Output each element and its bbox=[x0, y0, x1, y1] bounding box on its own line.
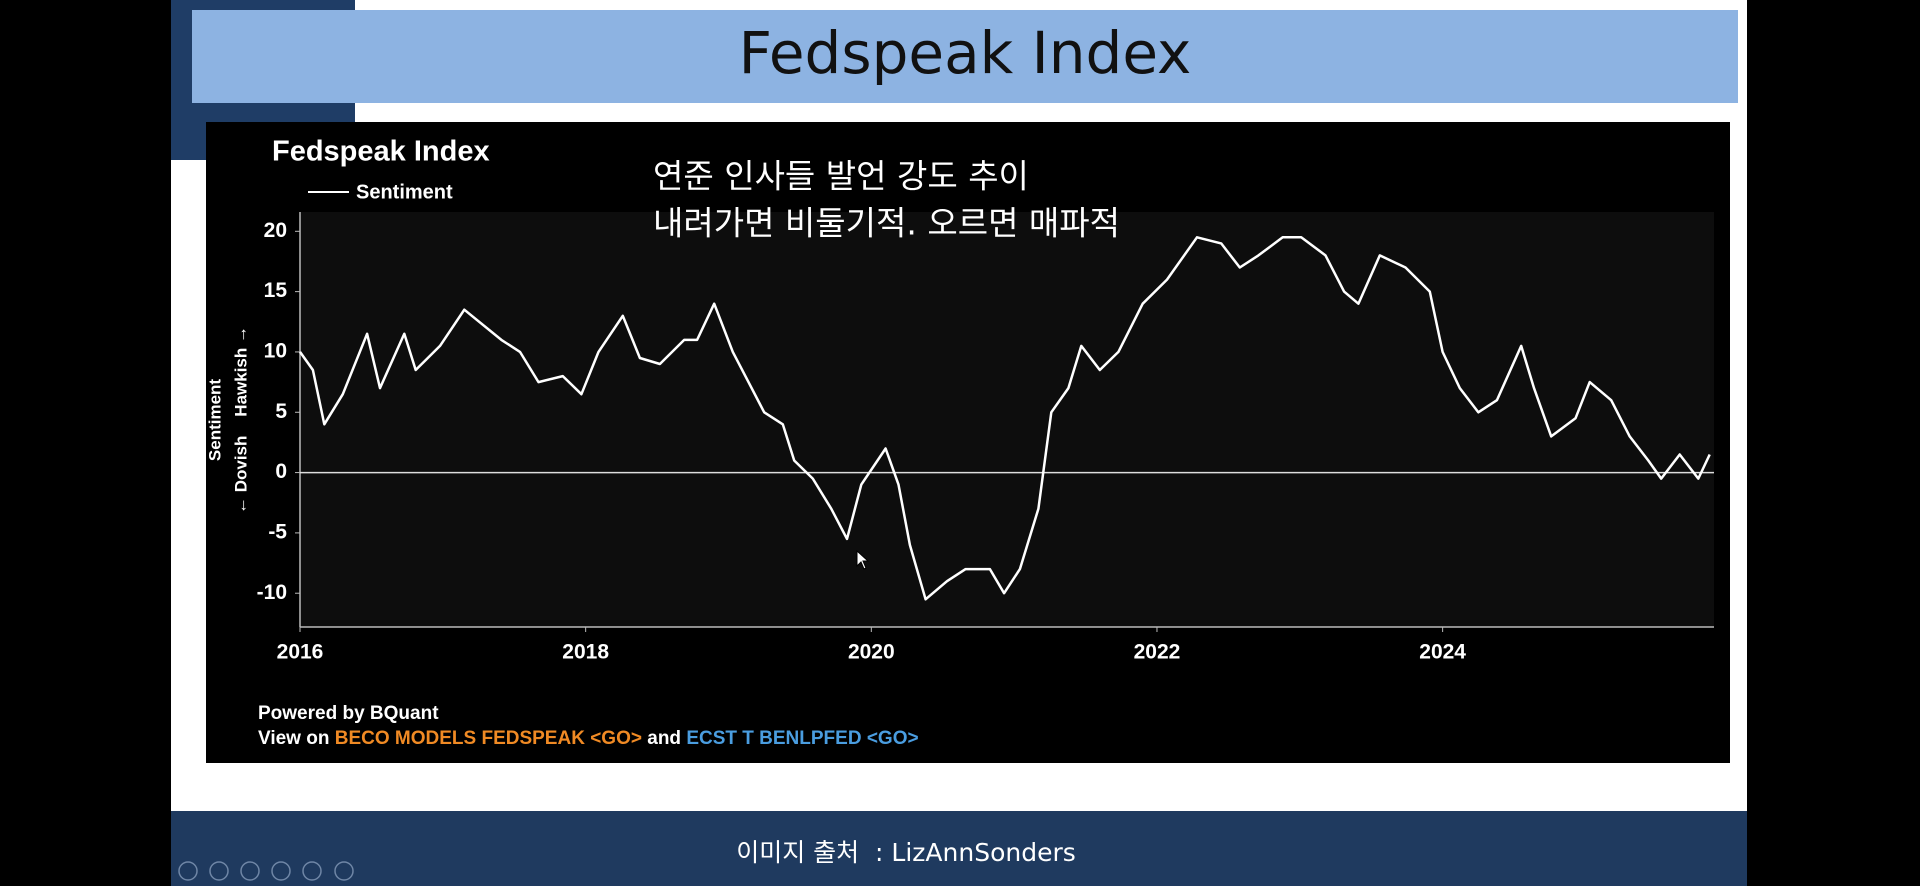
footer: View on BECO MODELS FEDSPEAK <GO> and EC… bbox=[258, 728, 919, 749]
nav-slides[interactable] bbox=[271, 861, 291, 881]
y-tick-label: 20 bbox=[264, 219, 287, 242]
footer: Powered by BQuant bbox=[258, 703, 439, 724]
y-tick-label: 15 bbox=[264, 279, 288, 302]
plot: -10 -5 0 5 10 15 20 2016 2018 2020 2022 2024 bbox=[257, 219, 1714, 664]
nav-next[interactable] bbox=[209, 861, 229, 881]
footer-part: ECST T BENLPFED <GO> bbox=[686, 728, 918, 749]
footer-part: and bbox=[642, 728, 686, 749]
source: 이미지 출처 : LizAnnSonders bbox=[736, 838, 1076, 867]
y-axis-sublabel: ← Dovish Hawkish → bbox=[231, 326, 250, 514]
y-tick-label: -5 bbox=[268, 520, 287, 543]
nav-pen[interactable] bbox=[240, 861, 260, 881]
chart-title: Fedspeak Index bbox=[272, 136, 490, 168]
cursor bbox=[856, 549, 870, 570]
annotation: 내려가면 비둘기적. 오르면 매파적 bbox=[653, 204, 1120, 243]
x-tick-label: 2024 bbox=[1419, 641, 1466, 664]
footer-part: View on bbox=[258, 728, 335, 749]
annotation: 연준 인사들 발언 강도 추이 bbox=[653, 157, 1029, 196]
plot-area bbox=[300, 212, 1714, 627]
legend-label: Sentiment bbox=[356, 181, 453, 203]
series-line bbox=[298, 236, 1711, 601]
footer-part: BECO MODELS FEDSPEAK <GO> bbox=[335, 728, 642, 749]
x-tick-label: 2018 bbox=[562, 641, 609, 664]
nav-zoom[interactable] bbox=[302, 861, 322, 881]
x-tick-label: 2020 bbox=[848, 641, 895, 664]
nav-prev[interactable] bbox=[178, 861, 198, 881]
bottom-bar bbox=[171, 811, 1747, 886]
y-tick-label: 10 bbox=[264, 339, 287, 362]
y-axis-label: Sentiment bbox=[205, 379, 224, 462]
x-tick-label: 2022 bbox=[1134, 641, 1181, 664]
y-tick-label: 5 bbox=[275, 400, 287, 423]
slide-title: Fedspeak Index bbox=[739, 19, 1192, 87]
title-bar bbox=[192, 10, 1738, 103]
y-tick-label: -10 bbox=[257, 581, 287, 604]
nav-more[interactable] bbox=[334, 861, 354, 881]
y-tick-label: 0 bbox=[275, 460, 287, 483]
x-tick-label: 2016 bbox=[277, 641, 324, 664]
